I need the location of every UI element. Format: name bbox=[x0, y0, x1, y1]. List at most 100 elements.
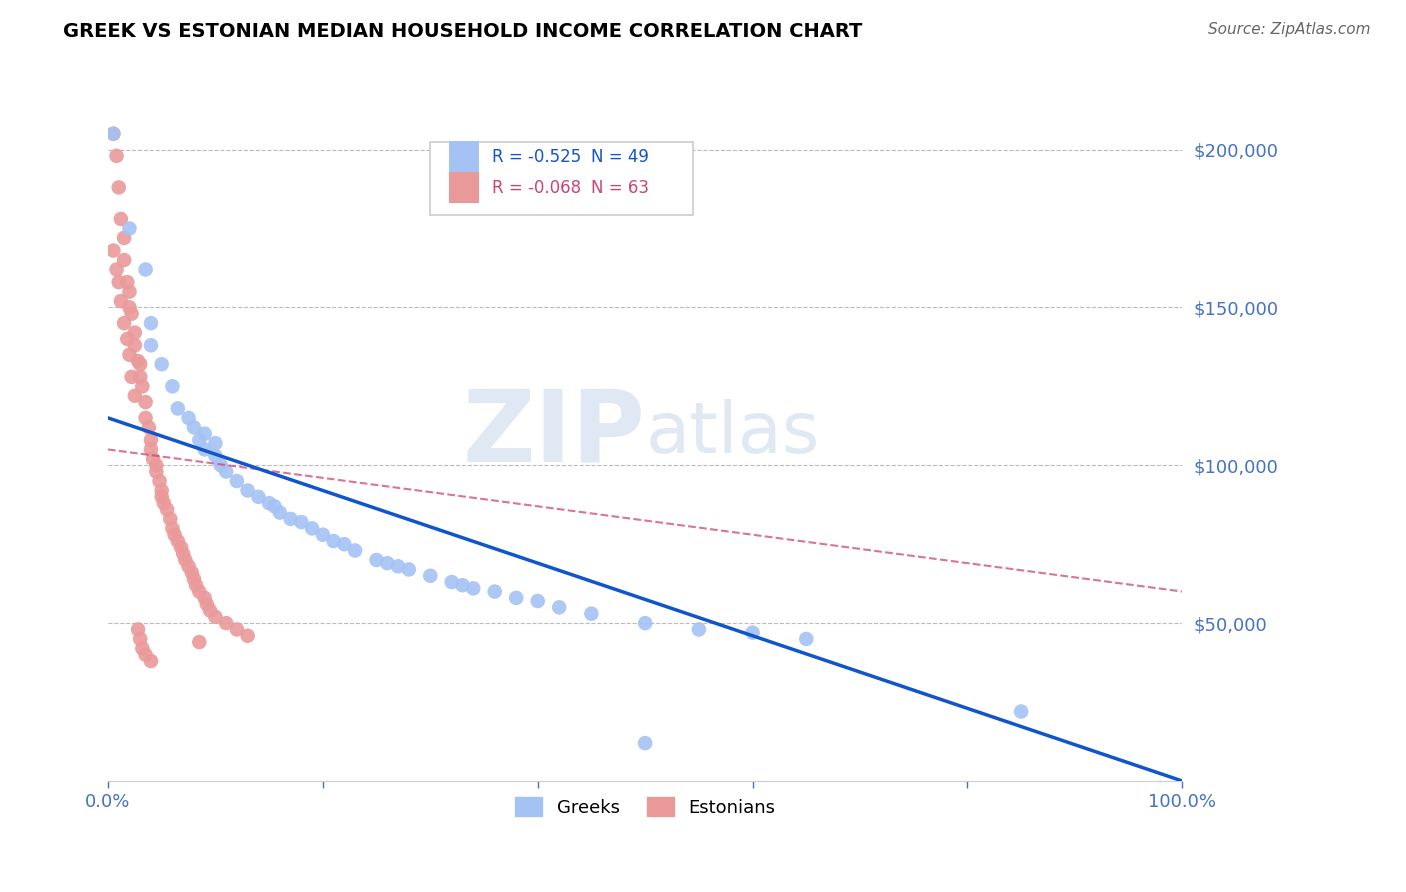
Point bbox=[398, 562, 420, 576]
Point bbox=[124, 389, 146, 403]
Point bbox=[290, 515, 312, 529]
Point bbox=[634, 616, 657, 631]
Point bbox=[463, 582, 485, 596]
Point bbox=[188, 635, 211, 649]
Point bbox=[153, 496, 176, 510]
Text: GREEK VS ESTONIAN MEDIAN HOUSEHOLD INCOME CORRELATION CHART: GREEK VS ESTONIAN MEDIAN HOUSEHOLD INCOM… bbox=[63, 22, 863, 41]
Point bbox=[322, 534, 344, 549]
Point bbox=[142, 452, 165, 467]
Point bbox=[103, 127, 125, 141]
Text: atlas: atlas bbox=[645, 400, 820, 468]
Point bbox=[301, 521, 323, 535]
Text: R = -0.068: R = -0.068 bbox=[492, 179, 581, 197]
Legend: Greeks, Estonians: Greeks, Estonians bbox=[508, 790, 782, 824]
Point bbox=[204, 436, 226, 450]
Point bbox=[135, 648, 157, 662]
Point bbox=[188, 433, 211, 447]
Point bbox=[166, 534, 188, 549]
Point bbox=[247, 490, 270, 504]
Point bbox=[344, 543, 367, 558]
Point bbox=[194, 426, 217, 441]
Point bbox=[110, 211, 132, 226]
Point bbox=[121, 307, 143, 321]
Point bbox=[263, 500, 285, 514]
Point bbox=[183, 420, 205, 434]
Point bbox=[112, 231, 135, 245]
Text: ZIP: ZIP bbox=[463, 385, 645, 483]
Point bbox=[118, 221, 141, 235]
Point bbox=[124, 338, 146, 352]
Point bbox=[131, 641, 153, 656]
Point bbox=[177, 410, 200, 425]
Point bbox=[129, 369, 152, 384]
Point bbox=[118, 348, 141, 362]
Point bbox=[107, 275, 129, 289]
FancyBboxPatch shape bbox=[430, 142, 693, 215]
Point bbox=[105, 149, 128, 163]
Point bbox=[112, 316, 135, 330]
Point bbox=[419, 568, 441, 582]
Point bbox=[440, 575, 463, 590]
Point bbox=[139, 338, 162, 352]
Point bbox=[581, 607, 603, 621]
Point bbox=[103, 127, 125, 141]
Point bbox=[1010, 705, 1032, 719]
Point bbox=[236, 483, 259, 498]
Point bbox=[139, 316, 162, 330]
Point bbox=[280, 512, 302, 526]
Point bbox=[127, 623, 149, 637]
Point bbox=[204, 449, 226, 463]
Point bbox=[150, 490, 173, 504]
Point bbox=[159, 512, 181, 526]
Point bbox=[138, 420, 160, 434]
Point bbox=[150, 357, 173, 371]
Bar bbox=[449, 172, 478, 203]
Point bbox=[236, 629, 259, 643]
Point bbox=[387, 559, 409, 574]
Point bbox=[634, 736, 657, 750]
Text: N = 49: N = 49 bbox=[592, 148, 650, 166]
Point bbox=[107, 180, 129, 194]
Point bbox=[183, 572, 205, 586]
Point bbox=[139, 433, 162, 447]
Point bbox=[170, 541, 193, 555]
Point bbox=[117, 275, 139, 289]
Point bbox=[135, 262, 157, 277]
Point bbox=[131, 379, 153, 393]
Point bbox=[375, 556, 398, 570]
Point bbox=[174, 553, 197, 567]
Point bbox=[225, 623, 247, 637]
Point bbox=[129, 632, 152, 646]
Point bbox=[180, 566, 202, 580]
Point bbox=[204, 609, 226, 624]
Point bbox=[163, 527, 186, 541]
Point bbox=[118, 301, 141, 315]
Point bbox=[148, 474, 170, 488]
Point bbox=[118, 285, 141, 299]
Point bbox=[194, 591, 217, 605]
Text: Source: ZipAtlas.com: Source: ZipAtlas.com bbox=[1208, 22, 1371, 37]
Point bbox=[117, 332, 139, 346]
Point bbox=[121, 369, 143, 384]
Point bbox=[145, 465, 167, 479]
Point bbox=[105, 262, 128, 277]
Point bbox=[451, 578, 474, 592]
Point bbox=[162, 521, 184, 535]
Point bbox=[484, 584, 506, 599]
Point bbox=[195, 597, 218, 611]
Point bbox=[129, 357, 152, 371]
Point bbox=[139, 654, 162, 668]
Point bbox=[188, 584, 211, 599]
Point bbox=[215, 465, 238, 479]
Point bbox=[166, 401, 188, 416]
Point bbox=[548, 600, 571, 615]
Point bbox=[162, 379, 184, 393]
Point bbox=[112, 253, 135, 268]
Point bbox=[688, 623, 710, 637]
Point bbox=[198, 603, 221, 617]
Point bbox=[135, 410, 157, 425]
Point bbox=[172, 547, 194, 561]
Point bbox=[366, 553, 388, 567]
Point bbox=[124, 326, 146, 340]
Bar bbox=[449, 141, 478, 172]
